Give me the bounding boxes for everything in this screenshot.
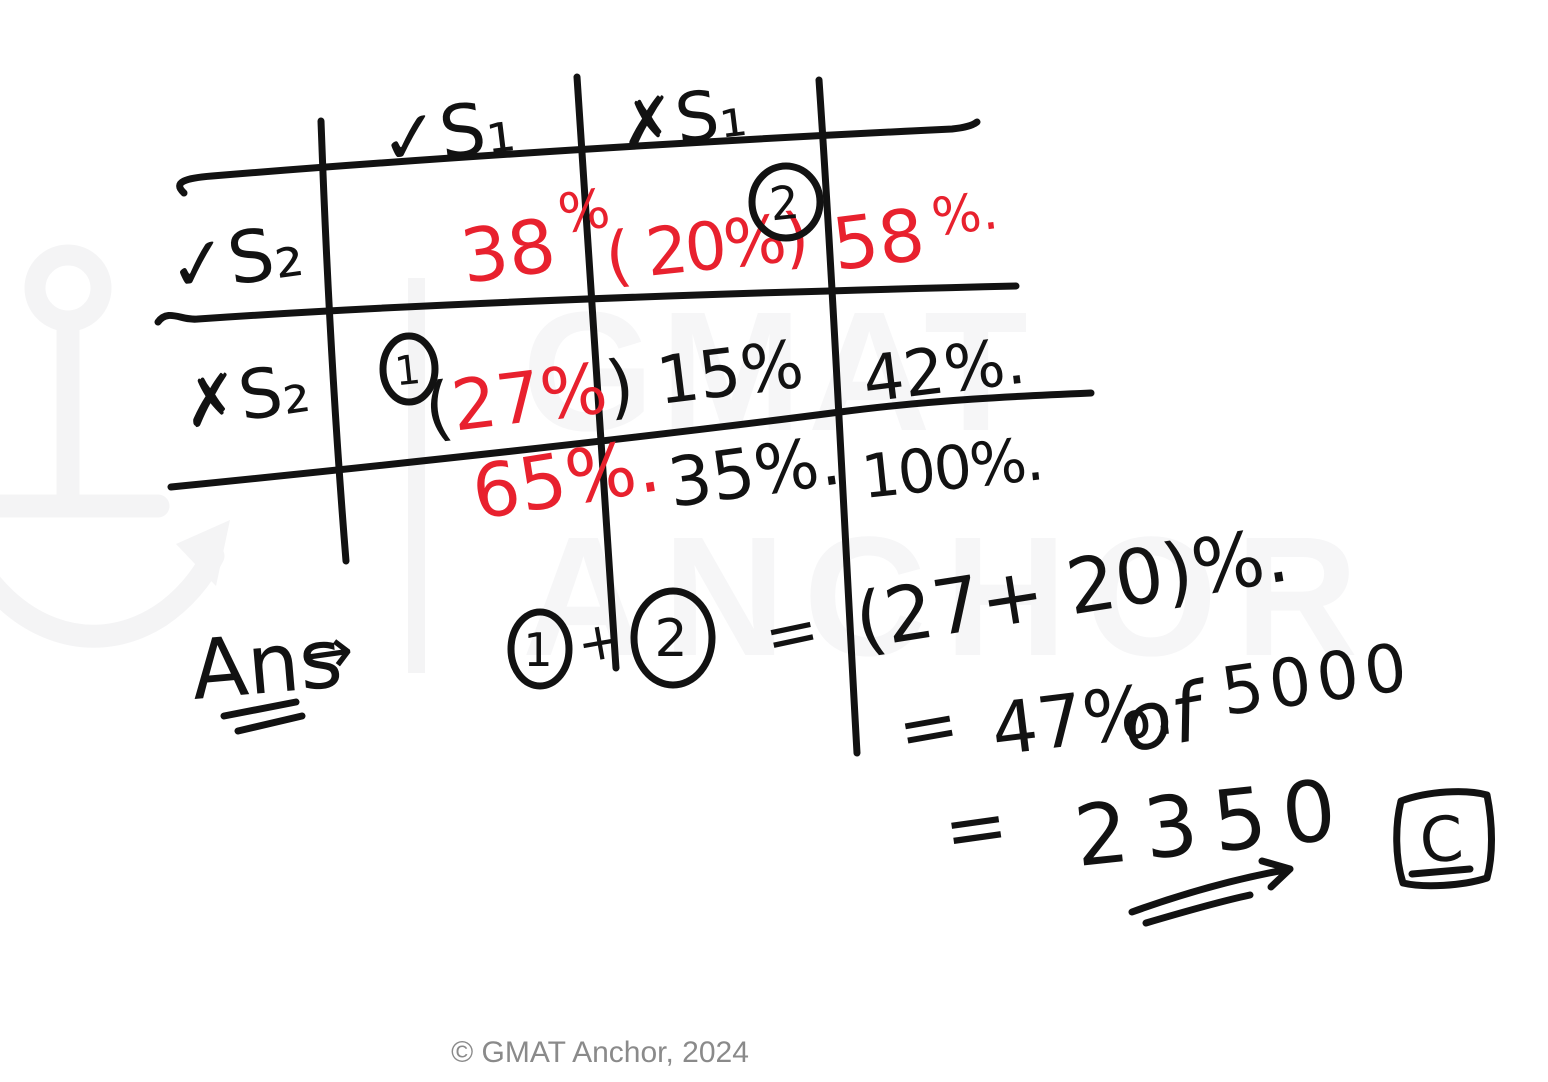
table-vline-right xyxy=(815,76,861,757)
term1-circle xyxy=(507,608,573,690)
answer-choice-box xyxy=(1393,788,1495,890)
term2-circle xyxy=(630,587,716,689)
table-hline-top xyxy=(176,118,981,197)
cell-both-percent-sign: % xyxy=(554,176,614,246)
anchor-fluke xyxy=(0,544,225,648)
footer-copyright: © GMAT Anchor, 2024 xyxy=(451,1036,749,1069)
watermark-brand-line1: GMAT xyxy=(522,277,1034,467)
cell-s2-total-percent: %. xyxy=(928,181,1001,249)
anchor-icon xyxy=(0,244,230,648)
anchor-arrowhead xyxy=(176,520,230,586)
term1-digit: 1 xyxy=(523,623,552,677)
equals-sign-3: = xyxy=(938,779,1013,876)
col-header-s1-yes: ✓S₁ xyxy=(375,83,519,183)
table-hline-bottom xyxy=(167,389,1095,491)
col-header-s1-no: ✗S₁ xyxy=(614,73,750,167)
note-circle-1-digit: 1 xyxy=(393,347,423,395)
answer-label: Ans xyxy=(187,611,346,719)
answer-choice-letter: C xyxy=(1417,802,1465,878)
result-underline-arrow xyxy=(1128,857,1294,916)
answer-choice-underline xyxy=(1408,865,1474,878)
ans-underline-2 xyxy=(234,712,306,735)
plus-sign: + xyxy=(573,609,626,676)
final-result: 2350 xyxy=(1070,759,1357,885)
row-header-s2-yes: ✓S₂ xyxy=(163,208,308,310)
matrix-table: ✓S₁ ✗S₁ ✓S₂ 38% ( 20%) 2 58%. ✗S₂ 1 (27%… xyxy=(154,73,1095,757)
cell-s1only-value: (27%) xyxy=(420,344,639,451)
note-circle-1 xyxy=(379,332,439,406)
cell-both-number: 38 xyxy=(456,203,561,301)
table-hline-middle xyxy=(154,282,1020,326)
row-header-s2-no: ✗S₂ xyxy=(177,349,314,445)
watermark: GMAT ANCHOR xyxy=(0,244,1376,692)
note-circle-2 xyxy=(748,162,824,242)
watermark-divider xyxy=(408,278,425,673)
note-circle-2-digit: 2 xyxy=(767,175,802,232)
cell-s2-total: 58%. xyxy=(828,181,1005,287)
term2-digit: 2 xyxy=(654,609,687,669)
ans-underline-1 xyxy=(220,698,300,720)
result-underline-2 xyxy=(1142,891,1254,927)
cell-neither-value: 15% xyxy=(653,326,808,420)
cell-s2-total-number: 58 xyxy=(828,192,929,287)
answer-arrow: → xyxy=(295,613,358,694)
cell-s1only-number: 27% xyxy=(447,347,611,447)
cell-both-value: 38% xyxy=(453,176,619,300)
table-vline-left xyxy=(317,117,350,565)
equals-sign-2: = xyxy=(891,681,965,774)
watermark-brand-line2: ANCHOR xyxy=(522,502,1376,692)
